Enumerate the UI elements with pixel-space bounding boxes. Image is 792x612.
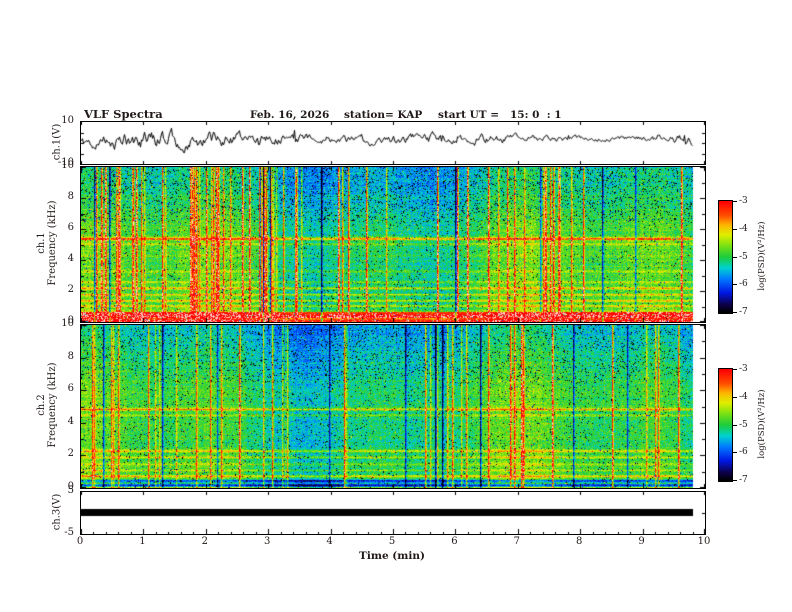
x-tick-label: 6: [451, 536, 458, 547]
ch1-voltage-axis-label: ch.1(V): [51, 123, 63, 161]
colorbar-ch1-gradient: [719, 201, 732, 313]
plot-date: Feb. 16, 2026: [250, 109, 330, 121]
ch1-axis-label-line2: Frequency (kHz): [47, 200, 58, 286]
colorbar-tick-mark: [733, 480, 737, 481]
ch2-frequency-tick-label: 2: [67, 448, 74, 459]
ch3-voltage-tick-label: 5: [67, 485, 74, 496]
colorbar-tick-mark: [733, 425, 737, 426]
ch1-frequency-axis-label: ch.1 Frequency (kHz): [36, 200, 58, 285]
colorbar-tick-label: -3: [739, 364, 748, 374]
ch3-voltage-tick-label: -5: [64, 527, 74, 538]
ch2-frequency-axis-label: ch.2 Frequency (kHz): [36, 362, 58, 447]
x-tick-label: 9: [638, 536, 645, 547]
x-tick-label: 3: [264, 536, 271, 547]
colorbar-tick-label: -6: [739, 447, 748, 457]
ch2-spectrogram-panel: [80, 324, 706, 489]
colorbar-tick-mark: [733, 369, 737, 370]
ch1-frequency-tick-label: 6: [67, 222, 74, 233]
ch1-frequency-tick-label: 2: [67, 284, 74, 295]
colorbar-tick-mark: [733, 312, 737, 313]
colorbar-tick-mark: [733, 397, 737, 398]
colorbar-ch1: [718, 200, 733, 314]
plot-start-ut: start UT = 15: 0 : 1: [438, 109, 562, 121]
colorbar-tick-mark: [733, 452, 737, 453]
ch1-spectrogram-canvas: [81, 167, 705, 322]
colorbar-tick-label: -7: [739, 307, 748, 317]
ch2-frequency-tick-label: 6: [67, 383, 74, 394]
x-tick-label: 8: [576, 536, 583, 547]
ch2-frequency-tick-label: 10: [61, 318, 74, 329]
colorbar-ch2-gradient: [719, 369, 732, 481]
ch2-frequency-tick-label: 0: [67, 481, 74, 492]
ch1-voltage-tick-label: -10: [57, 157, 74, 168]
ch1-waveform-canvas: [81, 122, 705, 164]
ch1-frequency-tick-label: 0: [67, 315, 74, 326]
ch1-axis-label-line1: ch.1: [36, 232, 47, 254]
x-tick-label: 1: [139, 536, 146, 547]
ch3-voltage-axis-label: ch.3(V): [51, 493, 63, 531]
ch1-frequency-tick-label: 8: [67, 191, 74, 202]
colorbar-tick-label: -7: [739, 475, 748, 485]
colorbar-tick-mark: [733, 257, 737, 258]
ch1-frequency-tick-label: 10: [61, 160, 74, 171]
x-tick-label: 7: [513, 536, 520, 547]
x-tick-label: 10: [697, 536, 711, 547]
ch2-frequency-tick-label: 4: [67, 416, 74, 427]
colorbar-tick-label: -5: [739, 252, 748, 262]
x-tick-label: 5: [388, 536, 396, 547]
x-tick-label: 2: [201, 536, 208, 547]
ch2-spectrogram-canvas: [81, 325, 705, 488]
x-tick-label: 0: [76, 536, 84, 547]
ch1-voltage-tick-label: 10: [61, 115, 74, 126]
plot-station: station= KAP: [344, 109, 423, 121]
colorbar-tick-label: -4: [739, 392, 748, 402]
ch3-waveform-panel: [80, 491, 706, 535]
colorbar-tick-label: -5: [739, 420, 748, 430]
colorbar-tick-label: -4: [739, 224, 748, 234]
plot-title: VLF Spectra: [84, 107, 163, 121]
ch2-axis-label-line2: Frequency (kHz): [47, 362, 58, 448]
colorbar-tick-mark: [733, 201, 737, 202]
ch1-waveform-panel: [80, 121, 706, 165]
ch1-frequency-tick-label: 4: [67, 253, 74, 264]
colorbar-ch2: [718, 368, 733, 482]
ch2-frequency-tick-label: 8: [67, 351, 74, 362]
colorbar-tick-mark: [733, 229, 737, 230]
colorbar-tick-mark: [733, 284, 737, 285]
colorbar-tick-label: -6: [739, 279, 748, 289]
ch2-axis-label-line1: ch.2: [36, 394, 47, 416]
time-axis-label: Time (min): [359, 550, 425, 562]
x-tick-label: 4: [326, 536, 333, 547]
colorbar-tick-label: -3: [739, 196, 748, 206]
ch3-waveform-canvas: [81, 492, 705, 534]
ch1-spectrogram-panel: [80, 166, 706, 323]
